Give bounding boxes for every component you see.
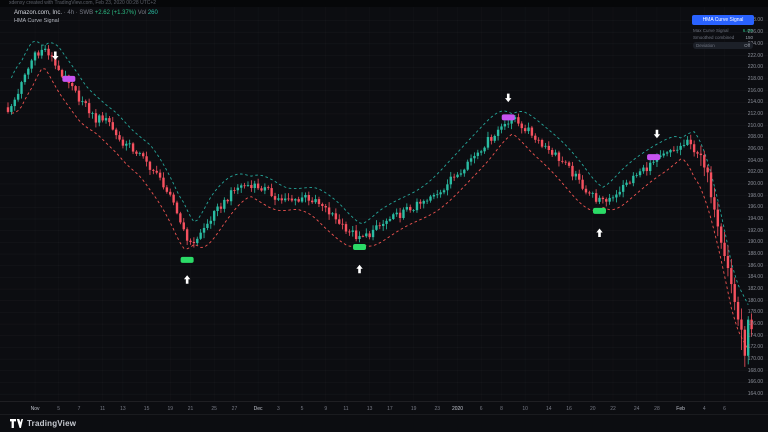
price-tick-label: 210.00 <box>747 122 763 129</box>
time-tick-label: 6 <box>723 406 726 412</box>
time-axis[interactable]: Nov 5 7 11 13 15 19 21 25 27 Dec 3 5 9 11 13 17 19 23 2020 6… <box>0 401 768 415</box>
price-tick-label: 214.00 <box>747 99 763 106</box>
price-tick-label: 172.00 <box>747 344 763 351</box>
time-tick-label: 2020 <box>451 406 464 412</box>
price-tick-label: 204.00 <box>747 157 763 164</box>
price-tick-label: 180.00 <box>747 297 763 304</box>
time-tick-label: Nov <box>30 406 40 412</box>
time-tick-label: 20 <box>589 406 596 412</box>
price-tick-label: 194.00 <box>747 216 763 222</box>
price-tick-label: 190.00 <box>747 239 763 246</box>
signal-panel: HMA Curve Signal Max Curve Signal 6.4% S… <box>684 8 754 49</box>
price-tick-label: 226.00 <box>747 29 763 36</box>
volume-value: 260 <box>147 10 158 16</box>
panel-row-value: 6.4% <box>742 28 753 33</box>
indicator-legend[interactable]: HMA Curve Signal <box>14 18 59 24</box>
time-tick-label: 6 <box>479 406 483 412</box>
symbol-legend[interactable]: Amazon.com, Inc. · 4h · SWB +2.62 (+1.37… <box>14 10 158 17</box>
time-tick-label: 28 <box>654 406 660 412</box>
time-tick-label: 11 <box>343 406 349 412</box>
time-tick-label: 27 <box>231 406 238 412</box>
panel-row-label: Deviation <box>696 43 715 48</box>
time-tick-label: 25 <box>211 406 217 412</box>
price-tick-label: 228.00 <box>747 17 763 24</box>
timeframe-label[interactable]: 4h <box>67 10 75 16</box>
time-tick-label: Dec <box>253 406 263 412</box>
price-tick-label: 208.00 <box>747 134 763 141</box>
time-tick-label: 17 <box>387 406 393 412</box>
price-tick-label: 200.00 <box>747 180 763 187</box>
time-tick-label: 5 <box>57 406 61 412</box>
price-tick-label: 164.00 <box>747 391 763 398</box>
legend: Amazon.com, Inc. · 4h · SWB +2.62 (+1.37… <box>14 10 158 25</box>
price-tick-label: 216.00 <box>747 87 763 94</box>
price-tick-label: 188.00 <box>747 251 763 258</box>
price-tick-label: 176.00 <box>747 321 763 328</box>
price-tick-label: 186.00 <box>747 262 763 269</box>
panel-row-value: Off <box>744 43 750 48</box>
panel-row: Max Curve Signal 6.4% <box>693 28 753 33</box>
panel-row-value: 150 <box>745 35 753 40</box>
time-tick-label: 4 <box>702 406 706 412</box>
price-tick-label: 196.00 <box>747 204 763 211</box>
price-tick-label: 170.00 <box>747 356 763 363</box>
panel-row: Smoothed combined 150 <box>693 35 753 40</box>
panel-row-label: Max Curve Signal <box>693 28 729 33</box>
time-tick-label: 14 <box>546 406 552 412</box>
time-tick-label: 8 <box>500 406 503 412</box>
time-tick-label: 22 <box>610 406 616 412</box>
time-tick-label: 3 <box>277 406 280 412</box>
price-tick-label: 222.00 <box>747 52 763 59</box>
price-tick-label: 192.00 <box>747 227 763 234</box>
price-tick-label: 218.00 <box>747 75 763 82</box>
time-tick-label: 21 <box>187 406 194 412</box>
time-tick-label: Feb <box>676 406 685 412</box>
price-tick-label: 206.00 <box>747 145 763 152</box>
price-tick-label: 220.00 <box>747 64 763 71</box>
time-tick-label: 19 <box>410 406 417 412</box>
time-tick-label: 15 <box>143 406 150 412</box>
time-tick-label: 10 <box>522 406 528 412</box>
watermark: xdenxy created with TradingView.com, Feb… <box>0 0 768 7</box>
footer: TradingView <box>0 414 768 432</box>
time-tick-label: 23 <box>434 406 441 412</box>
price-tick-label: 178.00 <box>747 309 763 316</box>
time-tick-label: 9 <box>324 406 328 412</box>
price-tick-label: 212.00 <box>747 110 763 117</box>
panel-row-label: Smoothed combined <box>693 35 735 40</box>
price-tick-label: 182.00 <box>747 286 763 293</box>
volume-label: Vol <box>137 10 147 16</box>
time-tick-label: 11 <box>100 406 106 412</box>
symbol-name: Amazon.com, Inc. <box>14 10 63 16</box>
tradingview-wordmark[interactable]: TradingView <box>27 419 77 428</box>
time-tick-label: 19 <box>167 406 174 412</box>
time-tick-label: 16 <box>566 406 572 412</box>
panel-row[interactable]: Deviation Off <box>693 42 753 49</box>
time-tick-label: 5 <box>300 406 304 412</box>
price-tick-label: 224.00 <box>747 40 763 47</box>
price-tick-label: 202.00 <box>747 169 763 176</box>
time-tick-label: 13 <box>366 406 373 412</box>
signal-panel-button[interactable]: HMA Curve Signal <box>692 15 754 25</box>
separator: · <box>75 10 78 16</box>
price-change: +2.62 (+1.37%) <box>94 10 137 16</box>
separator: · <box>63 10 66 16</box>
time-tick-label: 13 <box>120 406 126 412</box>
price-tick-label: 198.00 <box>747 192 763 199</box>
price-tick-label: 174.00 <box>747 332 763 339</box>
price-tick-label: 168.00 <box>747 367 763 374</box>
price-axis[interactable]: 228.00 226.00 224.00 222.00 220.00 218.00 216.… <box>728 0 768 400</box>
price-tick-label: 184.00 <box>747 274 763 281</box>
tradingview-logo[interactable] <box>10 419 23 428</box>
time-tick-label: 7 <box>77 406 81 412</box>
time-tick-label: 24 <box>633 406 640 412</box>
exchange-label: SWB <box>79 10 94 16</box>
price-tick-label: 166.00 <box>747 379 763 386</box>
